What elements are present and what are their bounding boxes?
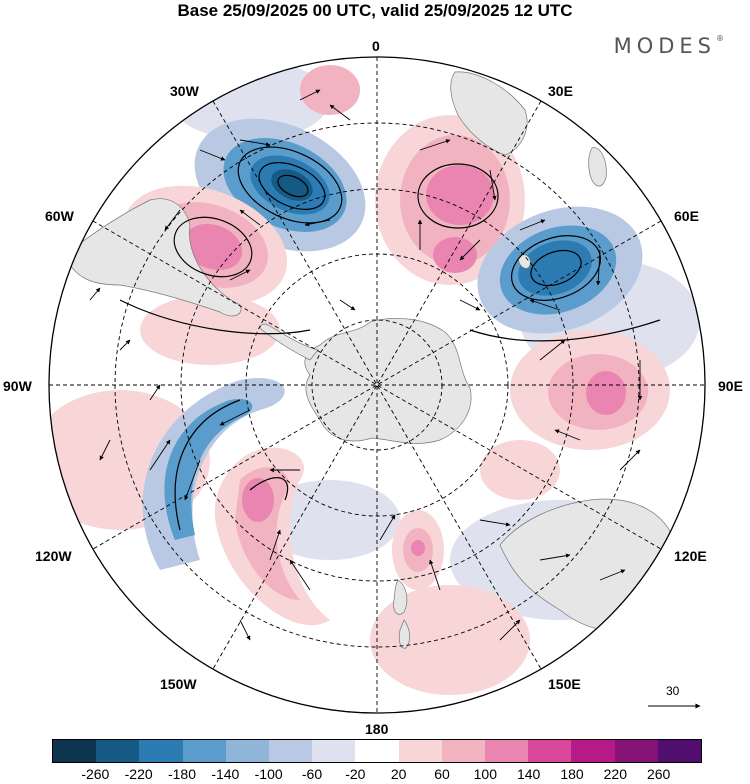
anomaly-low-45e [477,206,643,334]
colorbar-cell [53,740,97,762]
colorbar-tick-label: 20 [390,766,407,782]
lon-label-90e: 90E [718,378,743,394]
colorbar-tick-label: -220 [124,766,153,782]
colorbar-cell [398,740,442,762]
lon-label-0: 0 [372,38,380,54]
africa-land [450,71,528,156]
colorbar-tick-label: 140 [516,766,541,782]
colorbar-cell [182,740,226,762]
anomaly-positive [370,585,530,695]
colorbar-cell [441,740,486,762]
colorbar-tick-label: 220 [603,766,628,782]
colorbar-cell [312,740,356,762]
vector-scale: 30 [646,684,706,724]
colorbar-ticks: -260 -220 -180 -140 -100 -60 -20 20 60 100 140 180 2… [0,766,750,784]
modes-logo: MODES® [613,34,724,58]
new-zealand-land [393,579,410,649]
lon-label-30w: 30W [170,83,199,99]
registered-mark: ® [716,34,724,43]
colorbar-cell [657,740,702,762]
colorbar-tick-label: -60 [301,766,323,782]
colorbar-cell [96,740,140,762]
south-america-land [64,198,242,317]
anomaly-high-170e [392,510,444,590]
kerguelen-land [518,254,531,269]
anomaly-high-140w [214,447,330,626]
anomaly-high-20e [375,115,525,285]
colorbar-tick-label: 260 [646,766,671,782]
lon-label-90w: 90W [3,378,32,394]
lon-label-150e: 150E [548,676,581,692]
lon-label-180: 180 [365,721,389,737]
colorbar-cell [269,740,313,762]
colorbar-cell [485,740,529,762]
antarctica-land [304,318,472,444]
lon-label-60e: 60E [674,208,699,224]
anomaly-positive [300,65,360,115]
colorbar-tick-label: -100 [254,766,283,782]
lon-label-120w: 120W [35,548,72,564]
height-contours [119,146,661,531]
madagascar-land [588,147,607,187]
map-boundary [48,56,706,714]
anomaly-negative [260,480,400,560]
colorbar-tick-label: -180 [167,766,197,782]
colorbar-tick-label: 100 [473,766,498,782]
anomaly-positive [140,295,280,365]
vector-scale-value: 30 [666,684,680,698]
colorbar-tick-label: -140 [211,766,240,782]
lon-label-120e: 120E [674,548,707,564]
antarctic-peninsula [260,323,319,361]
colorbar-tick-label: 60 [434,766,450,782]
colorbar-tick-label: 180 [560,766,584,782]
anomaly-low-30w [194,118,366,252]
anomaly-high-90e [510,330,670,450]
colorbar-cell [571,740,615,762]
colorbar-cell [614,740,658,762]
lon-label-60w: 60W [45,208,74,224]
colorbar-cell [225,740,270,762]
colorbar-cell [355,740,399,762]
colorbar [52,739,702,763]
graticule [49,57,705,713]
colorbar-cell [139,740,183,762]
wind-vectors [89,89,643,641]
lon-label-150w: 150W [160,676,197,692]
colorbar-tick-label: -260 [81,766,110,782]
colorbar-tick-label: -20 [345,766,366,782]
anomaly-positive [480,440,560,500]
colorbar-cell [528,740,572,762]
map-title: Base 25/09/2025 00 UTC, valid 25/09/2025… [177,1,573,20]
anomaly-field [49,57,705,713]
lon-label-30e: 30E [548,83,573,99]
